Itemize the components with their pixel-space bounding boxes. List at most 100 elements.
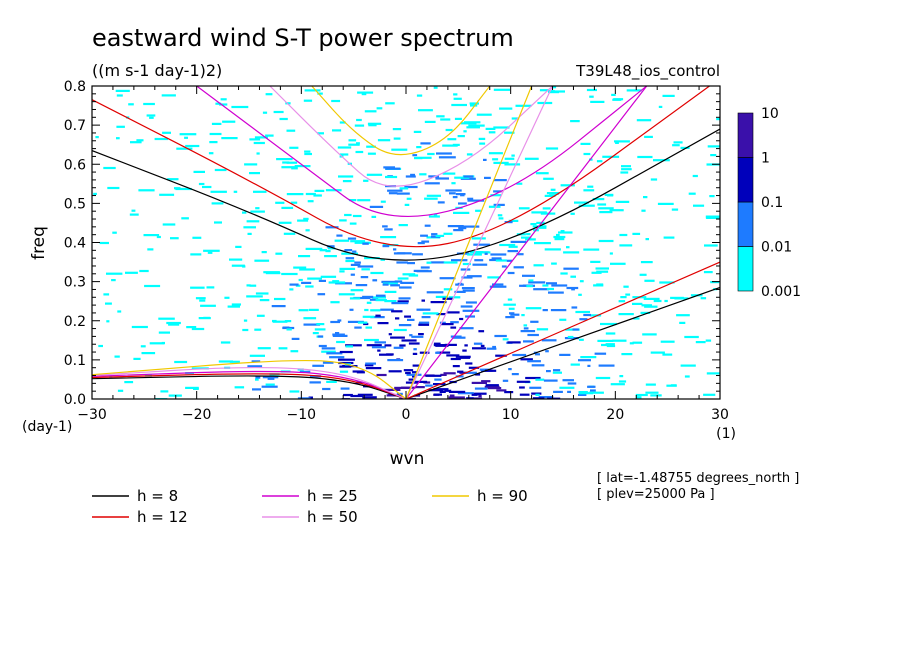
spectrum-cell — [149, 116, 154, 119]
spectrum-cell — [640, 311, 651, 314]
spectrum-cell — [504, 163, 521, 166]
spectrum-cell — [450, 321, 459, 324]
y-tick-label: 0.8 — [64, 79, 86, 95]
spectrum-cell — [364, 110, 377, 113]
colorbar-label: 0.1 — [761, 195, 783, 211]
spectrum-cell — [705, 339, 712, 342]
spectrum-cell — [304, 152, 312, 156]
spectrum-cell — [428, 175, 439, 178]
spectrum-cell — [159, 193, 175, 196]
spectrum-cell — [560, 184, 575, 187]
spectrum-cell — [362, 396, 377, 399]
spectrum-cell — [330, 301, 340, 304]
spectrum-cell — [565, 328, 580, 331]
spectrum-cell — [439, 390, 446, 393]
spectrum-cell — [392, 128, 402, 131]
spectrum-cell — [610, 262, 626, 265]
spectrum-cell — [653, 299, 662, 303]
spectrum-cell — [301, 281, 312, 284]
spectrum-cell — [375, 294, 386, 297]
spectrum-cell — [276, 158, 293, 161]
spectrum-cell — [460, 122, 477, 125]
spectrum-cell — [374, 341, 386, 344]
spectrum-cell — [190, 286, 205, 289]
spectrum-cell — [531, 364, 545, 367]
spectrum-cell — [542, 284, 549, 287]
spectrum-cell — [495, 354, 507, 357]
spectrum-cell — [166, 321, 181, 325]
spectrum-cell — [532, 397, 545, 399]
spectrum-cell — [388, 370, 402, 373]
spectrum-cell — [357, 199, 371, 202]
legend: h = 8 h = 12 h = 25 h = 50 h = 90 — [92, 487, 528, 526]
spectrum-cell — [605, 332, 616, 335]
spectrum-cell — [684, 375, 690, 378]
spectrum-cell — [380, 236, 397, 239]
spectrum-cell — [494, 179, 507, 182]
spectrum-cell — [338, 358, 355, 361]
spectrum-cell — [253, 141, 265, 145]
spectrum-cell — [612, 339, 627, 342]
spectrum-cell — [583, 313, 591, 317]
spectrum-cell — [313, 194, 322, 197]
spectrum-cell — [371, 346, 386, 349]
spectrum-cell — [366, 145, 376, 148]
spectrum-cell — [506, 259, 513, 262]
spectrum-cell — [408, 342, 420, 345]
spectrum-cell — [229, 258, 243, 261]
spectrum-cell — [210, 190, 227, 193]
spectrum-cell — [424, 224, 431, 227]
spectrum-cell — [625, 293, 631, 296]
spectrum-cell — [448, 396, 465, 399]
axis-ticks: 0.0 0.1 0.2 0.3 0.4 0.5 0.6 0.7 0.8 −30 −20 −10 0 10 2… — [64, 79, 729, 423]
spectrum-cell — [707, 145, 720, 148]
spectrum-cell — [579, 280, 584, 283]
spectrum-cell — [471, 381, 487, 384]
spectrum-cell — [279, 117, 288, 121]
spectrum-cell — [443, 232, 453, 235]
spectrum-cell — [519, 386, 525, 389]
spectrum-cell — [553, 369, 561, 372]
spectrum-cell — [433, 388, 449, 391]
spectrum-cell — [594, 352, 607, 355]
spectrum-cell — [545, 147, 559, 150]
spectrum-cell — [475, 373, 481, 376]
spectrum-cell — [356, 142, 360, 145]
spectrum-cell — [567, 382, 577, 385]
x-tick-label: −30 — [77, 407, 107, 423]
spectrum-cell — [451, 182, 456, 185]
spectrum-cell — [401, 339, 417, 342]
spectrum-cell — [460, 268, 471, 271]
spectrum-cell — [366, 173, 383, 176]
x-tick-label: −10 — [287, 407, 317, 423]
spectrum-cell — [331, 99, 341, 103]
spectrum-cell — [533, 288, 550, 291]
y-unit-label: (day-1) — [22, 419, 72, 435]
spectrum-cell — [650, 178, 658, 181]
spectrum-cell — [462, 309, 480, 312]
spectrum-cell — [394, 386, 411, 389]
spectrum-cell — [125, 271, 138, 274]
spectrum-cell — [299, 268, 315, 271]
spectrum-cell — [578, 204, 595, 207]
spectrum-cell — [420, 234, 428, 237]
legend-label: h = 12 — [137, 508, 188, 526]
spectrum-cell — [243, 226, 256, 229]
spectrum-cell — [542, 309, 548, 312]
spectrum-cell — [525, 307, 542, 310]
spectrum-cell — [307, 277, 322, 280]
spectrum-cell — [330, 320, 340, 324]
spectrum-cell — [207, 251, 213, 254]
spectrum-cell — [256, 314, 265, 317]
spectrum-cell — [452, 336, 466, 339]
spectrum-cell — [693, 204, 705, 207]
spectrum-cell — [259, 299, 270, 302]
spectrum-cell — [361, 93, 367, 96]
spectrum-cell — [546, 287, 554, 291]
spectrum-cell — [590, 389, 596, 392]
spectrum-cell — [583, 189, 595, 192]
spectrum-cell — [650, 351, 665, 354]
spectrum-cell — [391, 310, 403, 313]
spectrum-cell — [520, 358, 533, 361]
spectrum-cell — [653, 159, 670, 162]
